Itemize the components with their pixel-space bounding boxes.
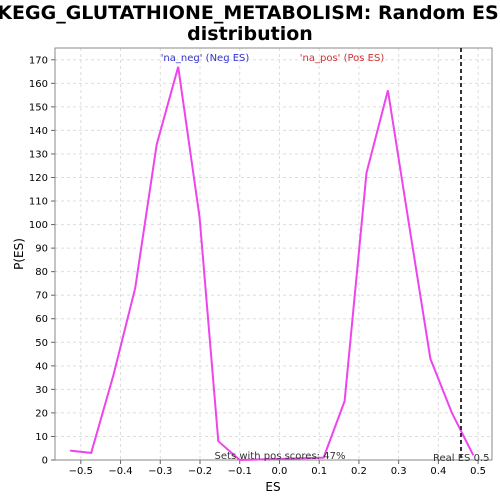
y-tick-label: 170 (29, 55, 48, 66)
x-tick-label: 0.4 (430, 466, 446, 477)
y-tick-label: 70 (35, 291, 48, 302)
x-tick-label: −0.5 (69, 466, 93, 477)
y-tick-label: 80 (35, 267, 48, 278)
x-tick-label: 0.3 (391, 466, 407, 477)
y-tick-label: 140 (29, 126, 48, 137)
y-tick-label: 60 (35, 314, 48, 325)
y-tick-label: 130 (29, 149, 48, 160)
x-tick-label: −0.4 (108, 466, 132, 477)
y-tick-label: 0 (42, 456, 48, 467)
real-es-label: Real ES 0.5 (433, 453, 489, 464)
y-tick-label: 50 (35, 338, 48, 349)
y-tick-label: 40 (35, 361, 48, 372)
y-tick-label: 110 (29, 197, 48, 208)
y-tick-label: 100 (29, 220, 48, 231)
axes: 0 10 20 30 40 50 60 70 80 90 100 110 120 130 140 150 160… (29, 55, 486, 477)
x-tick-label: 0.1 (311, 466, 327, 477)
sets-pos-scores-label: Sets with pos scores: 47% (215, 451, 346, 462)
chart-title-line-1: KEGG_GLUTATHIONE_METABOLISM: Random ES (0, 2, 499, 24)
y-tick-label: 120 (29, 173, 48, 184)
x-tick-label: 0.0 (272, 466, 288, 477)
y-tick-label: 20 (35, 408, 48, 419)
x-axis-label: ES (265, 480, 280, 494)
y-axis-label: P(ES) (12, 238, 26, 270)
y-tick-label: 30 (35, 385, 48, 396)
grid (55, 48, 492, 460)
y-tick-label: 90 (35, 244, 48, 255)
es-distribution-line (69, 66, 475, 462)
x-tick-label: −0.2 (188, 466, 212, 477)
x-tick-label: −0.1 (228, 466, 252, 477)
pos-es-label: 'na_pos' (Pos ES) (300, 53, 385, 64)
x-tick-label: −0.3 (148, 466, 172, 477)
x-tick-label: 0.5 (470, 466, 486, 477)
y-tick-label: 10 (35, 432, 48, 443)
neg-es-label: 'na_neg' (Neg ES) (161, 53, 250, 64)
y-tick-label: 160 (29, 79, 48, 90)
series-layer (69, 66, 475, 462)
y-tick-label: 150 (29, 102, 48, 113)
x-tick-label: 0.2 (351, 466, 367, 477)
chart-title-line-2: distribution (187, 23, 313, 45)
